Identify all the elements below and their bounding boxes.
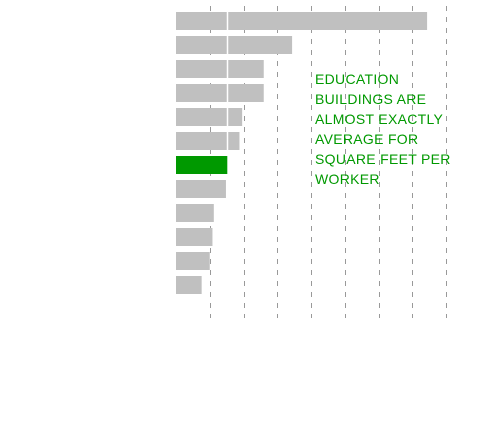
bar (176, 132, 240, 150)
bar (176, 36, 293, 54)
bar (176, 252, 210, 270)
education-annotation: EDUCATION BUILDINGS ARE ALMOST EXACTLY A… (315, 71, 451, 187)
bar (176, 60, 264, 78)
bar (176, 204, 214, 222)
bar (176, 12, 428, 30)
bars (176, 12, 428, 294)
bar (176, 108, 243, 126)
bar (176, 276, 202, 294)
bar (176, 180, 226, 198)
education-bar (176, 156, 228, 174)
bar (176, 228, 213, 246)
bar (176, 84, 264, 102)
